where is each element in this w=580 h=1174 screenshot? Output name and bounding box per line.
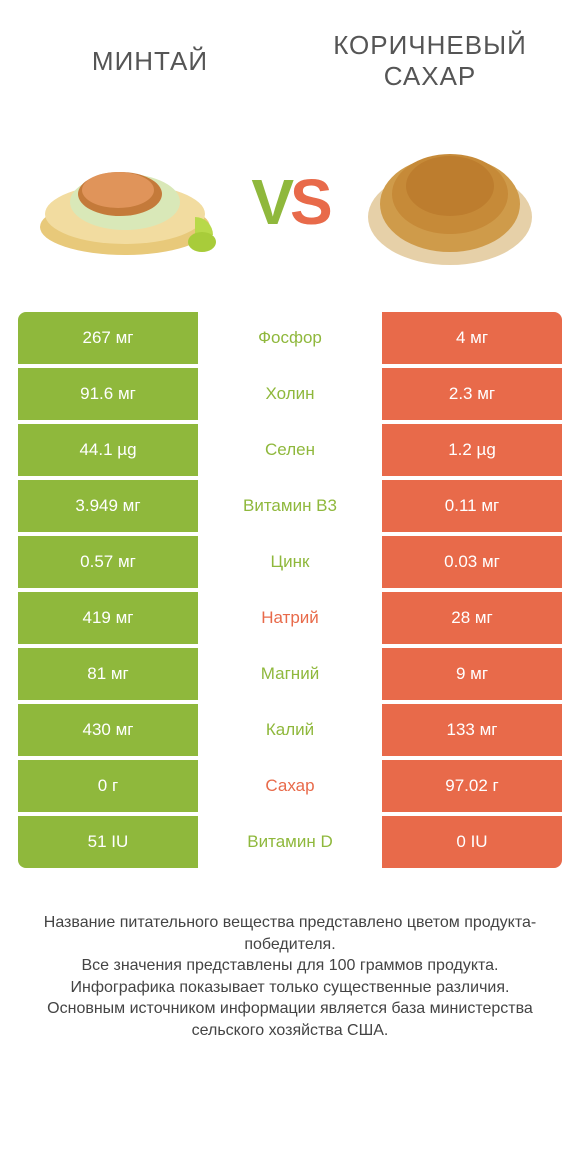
comparison-table: 267 мгФосфор4 мг91.6 мгХолин2.3 мг44.1 µ… bbox=[0, 312, 580, 868]
value-left: 3.949 мг bbox=[18, 480, 198, 532]
value-left: 0.57 мг bbox=[18, 536, 198, 588]
title-right: КОРИЧНЕВЫЙ САХАР bbox=[310, 30, 550, 92]
table-row: 267 мгФосфор4 мг bbox=[18, 312, 562, 364]
value-left: 44.1 µg bbox=[18, 424, 198, 476]
value-right: 28 мг bbox=[382, 592, 562, 644]
value-right: 1.2 µg bbox=[382, 424, 562, 476]
value-right: 97.02 г bbox=[382, 760, 562, 812]
nutrient-label: Натрий bbox=[198, 592, 382, 644]
footnote-line: Основным источником информации является … bbox=[28, 998, 552, 1041]
nutrient-label: Холин bbox=[198, 368, 382, 420]
value-right: 2.3 мг bbox=[382, 368, 562, 420]
table-row: 51 IUВитамин D0 IU bbox=[18, 816, 562, 868]
nutrient-label: Калий bbox=[198, 704, 382, 756]
value-right: 9 мг bbox=[382, 648, 562, 700]
table-row: 430 мгКалий133 мг bbox=[18, 704, 562, 756]
value-left: 267 мг bbox=[18, 312, 198, 364]
header: МИНТАЙ КОРИЧНЕВЫЙ САХАР bbox=[0, 0, 580, 102]
value-right: 133 мг bbox=[382, 704, 562, 756]
food-left-icon bbox=[30, 122, 230, 282]
value-right: 0.03 мг bbox=[382, 536, 562, 588]
value-right: 0.11 мг bbox=[382, 480, 562, 532]
nutrient-label: Витамин D bbox=[198, 816, 382, 868]
footnote-line: Название питательного вещества представл… bbox=[28, 912, 552, 955]
nutrient-label: Витамин B3 bbox=[198, 480, 382, 532]
vs-label: VS bbox=[251, 165, 328, 239]
nutrient-label: Селен bbox=[198, 424, 382, 476]
table-row: 81 мгМагний9 мг bbox=[18, 648, 562, 700]
nutrient-label: Фосфор bbox=[198, 312, 382, 364]
value-right: 4 мг bbox=[382, 312, 562, 364]
table-row: 44.1 µgСелен1.2 µg bbox=[18, 424, 562, 476]
title-left: МИНТАЙ bbox=[30, 46, 270, 77]
footnote-line: Все значения представлены для 100 граммо… bbox=[28, 955, 552, 977]
footnote-line: Инфографика показывает только существенн… bbox=[28, 977, 552, 999]
hero-row: VS bbox=[0, 102, 580, 312]
value-left: 0 г bbox=[18, 760, 198, 812]
value-left: 91.6 мг bbox=[18, 368, 198, 420]
value-left: 81 мг bbox=[18, 648, 198, 700]
table-row: 0.57 мгЦинк0.03 мг bbox=[18, 536, 562, 588]
table-row: 0 гСахар97.02 г bbox=[18, 760, 562, 812]
value-left: 419 мг bbox=[18, 592, 198, 644]
nutrient-label: Цинк bbox=[198, 536, 382, 588]
table-row: 3.949 мгВитамин B30.11 мг bbox=[18, 480, 562, 532]
vs-v: V bbox=[251, 166, 290, 238]
table-row: 419 мгНатрий28 мг bbox=[18, 592, 562, 644]
table-row: 91.6 мгХолин2.3 мг bbox=[18, 368, 562, 420]
food-right-icon bbox=[350, 122, 550, 282]
nutrient-label: Сахар bbox=[198, 760, 382, 812]
nutrient-label: Магний bbox=[198, 648, 382, 700]
footnote: Название питательного вещества представл… bbox=[0, 872, 580, 1062]
value-right: 0 IU bbox=[382, 816, 562, 868]
value-left: 51 IU bbox=[18, 816, 198, 868]
value-left: 430 мг bbox=[18, 704, 198, 756]
vs-s: S bbox=[290, 166, 329, 238]
